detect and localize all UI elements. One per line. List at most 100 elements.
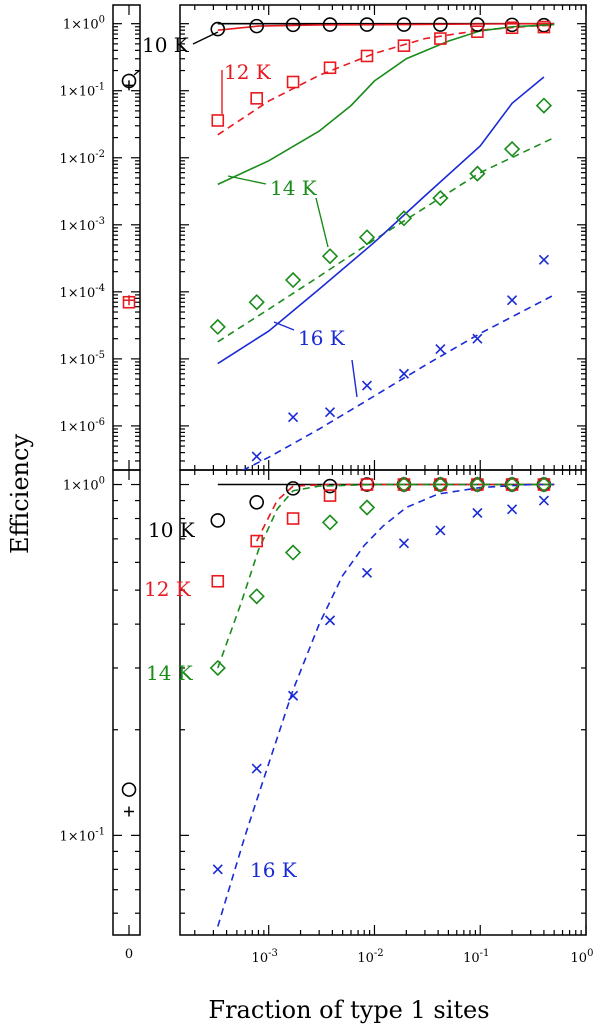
top-leader-10k-zero [133,69,141,76]
bottom-10k-point [210,513,226,528]
top-10k-point [210,21,226,37]
top-zero-plus-marker [124,80,134,91]
top-14k-point [395,210,413,227]
bottom-14k-point [358,499,376,516]
y-tick-label: 1×100 [63,15,105,33]
top-10k-point [285,17,301,33]
bottom-12k-point [471,478,484,491]
bottom-12k-dashed-line [255,483,555,542]
y-tick-label: 1×10-1 [60,82,105,100]
top-12k-point [360,49,374,63]
top-14k-point [209,318,226,336]
bottom-16k-point [507,504,518,515]
x-tick-label: 10-3 [252,948,278,966]
top-16k-dashed-line [241,294,555,470]
y-tick-label: 1×100 [63,476,105,494]
top-14k-dashed-line [217,136,555,343]
top-label-16k: 16 K [298,326,346,350]
bottom-16k-point [324,615,336,626]
top-16k-point [472,333,483,344]
top-14k-point [248,294,265,311]
top-label-14k: 14 K [270,176,318,200]
top-12k-point [250,92,263,105]
top-16k-point [398,368,410,379]
top-leader-16k-b [351,359,358,398]
top-16k-point [288,412,299,423]
top-16k-point [538,254,549,265]
y-tick-label: 1×10-3 [60,216,105,234]
bottom-10k-zero-point [121,782,137,797]
y-tick-label: 1×10-2 [60,149,105,167]
bottom-16k-point [288,690,299,701]
bottom-12k-point [434,478,447,491]
top-10k-point [433,17,448,32]
top-12k-point [537,20,551,34]
x-tick-label: 10-2 [357,948,383,966]
top-16k-point [251,451,262,462]
top-14k-point [432,189,449,207]
top-10k-point [504,17,520,33]
top-12k-point [323,61,337,75]
top-12k-point [211,114,225,127]
top-10k-point [249,18,264,34]
top-14k-point [358,229,376,246]
top-14k-point [535,97,553,114]
bottom-panel-frame [179,469,587,936]
top-14k-point [321,248,339,265]
bottom-zero-plus-marker [124,806,134,817]
bottom-14k-point [248,588,265,605]
top-10k-point [470,17,485,32]
bottom-14k-point [503,476,521,493]
y-axis-title: Efficiency [6,434,34,554]
bottom-14k-point [395,476,413,493]
bottom-12k-point [286,512,300,525]
top-label-12k: 12 K [224,60,272,84]
top-leader-16k [273,321,295,331]
top-10k-point [396,17,412,32]
top-label-10k: 10 K [142,33,190,57]
x-tick-label: 10-1 [463,948,489,966]
top-14k-solid-line [217,23,555,186]
bottom-12k-point [397,478,411,491]
top-12k-point [434,32,447,45]
bottom-14k-point [284,544,302,561]
bottom-12k-point [250,534,263,548]
top-12k-point [286,75,300,89]
bottom-12k-point [211,574,225,588]
bottom-12k-point [360,478,374,491]
top-12k-point [471,25,484,38]
bottom-10k-point [249,494,264,510]
y-tick-label: 1×10-1 [60,826,105,844]
bottom-14k-point [535,476,553,493]
top-16k-point [324,407,336,418]
bottom-16k-point [538,495,549,506]
top-10k-point [536,17,552,33]
bottom-14k-point [469,476,486,493]
bottom-zero-frame [112,469,141,936]
bottom-16k-point [398,538,410,549]
bottom-10k-point [359,477,375,492]
bottom-14k-point [209,659,226,677]
x-zero-label: 0 [125,947,133,962]
top-16k-solid-line [217,76,545,365]
top-12k-point [505,21,519,35]
top-16k-point [435,344,446,355]
top-14k-point [284,271,302,289]
bottom-label-14k: 14 K [146,661,194,685]
top-14k-point [503,140,521,158]
bottom-16k-point [212,864,223,875]
bottom-16k-point [361,567,373,578]
bottom-16k-point [435,525,446,536]
bottom-label-10k: 10 K [148,518,196,542]
top-14k-point [469,165,486,182]
bottom-label-16k: 16 K [250,858,298,882]
y-tick-label: 1×10-6 [60,417,105,435]
top-leader-14k-b [315,197,329,248]
x-tick-label: 100 [571,948,594,966]
top-leader-14k [227,175,267,185]
y-tick-label: 1×10-5 [60,350,105,368]
x-axis-title: Fraction of type 1 sites [208,996,489,1024]
top-12k-point [397,39,411,52]
bottom-14k-point [321,514,339,531]
